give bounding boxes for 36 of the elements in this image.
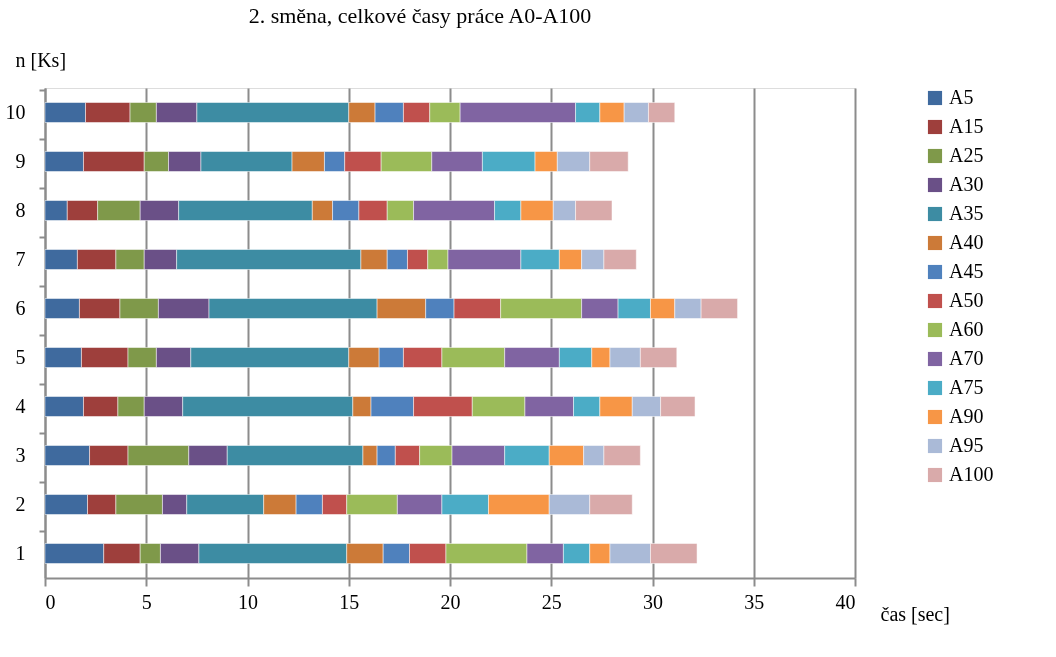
x-tick-label: 35 (744, 590, 765, 613)
x-axis-title: čas [sec] (880, 602, 950, 625)
legend-label: A25 (949, 144, 984, 166)
x-tick-label: 20 (440, 590, 461, 613)
x-tick-label: 30 (643, 590, 663, 613)
legend-label: A30 (949, 173, 984, 195)
x-tick-label: 0 (45, 590, 56, 613)
y-axis-title: n [Ks] (15, 48, 67, 71)
y-tick-label: 4 (15, 394, 26, 417)
y-tick-label: 7 (15, 247, 26, 270)
y-tick-label: 2 (15, 492, 26, 515)
legend-label: A90 (949, 405, 984, 427)
legend-label: A50 (949, 289, 984, 311)
legend-label: A70 (949, 347, 984, 369)
y-tick-label: 10 (5, 100, 26, 123)
x-tick-label: 25 (541, 590, 562, 613)
legend-label: A15 (949, 115, 984, 137)
y-tick-label: 8 (15, 198, 26, 221)
y-tick-label: 5 (15, 345, 26, 368)
y-tick-label: 9 (15, 149, 26, 172)
x-tick-label: 40 (835, 590, 856, 613)
chart-title: 2. směna, celkové časy práce A0-A100 (248, 3, 592, 28)
y-tick-label: 3 (15, 443, 26, 466)
x-tick-label: 5 (141, 590, 152, 613)
x-tick-label: 10 (238, 590, 258, 613)
legend-label: A100 (949, 463, 994, 485)
x-tick-label: 15 (339, 590, 360, 613)
legend-label: A60 (949, 318, 984, 340)
y-tick-label: 1 (15, 541, 26, 564)
legend-label: A40 (949, 231, 984, 253)
legend-label: A75 (949, 376, 984, 398)
legend-label: A35 (949, 202, 984, 224)
y-tick-label: 6 (15, 296, 26, 319)
legend-label: A5 (949, 86, 974, 108)
legend-label: A45 (949, 260, 984, 282)
legend-label: A95 (949, 434, 984, 456)
